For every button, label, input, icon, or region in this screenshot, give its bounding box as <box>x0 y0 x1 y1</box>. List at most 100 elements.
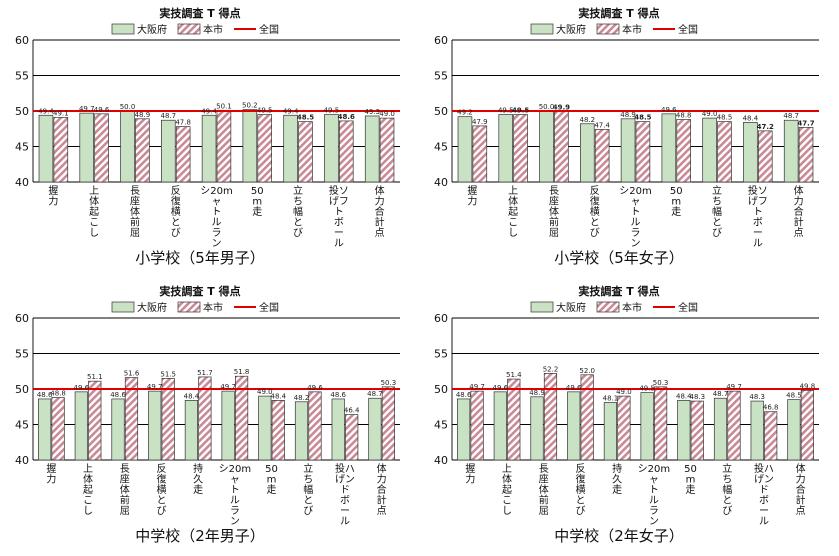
x-category-label-line: 屈 <box>130 227 140 239</box>
data-label-osaka: 48.7 <box>783 112 799 120</box>
data-label-osaka: 49.6 <box>493 384 509 392</box>
x-category-label-line: 体 <box>549 206 559 218</box>
bar-city <box>135 118 150 183</box>
data-label-osaka: 49.4 <box>38 107 54 115</box>
x-category-label-line: し <box>502 505 512 517</box>
bar-city <box>51 397 65 461</box>
x-category-label-line: び <box>156 505 166 517</box>
x-category-label-line: 合 <box>377 483 387 496</box>
bar-osaka <box>702 117 717 183</box>
x-category-label-line: 力 <box>465 473 475 486</box>
x-category-label-line: ン <box>631 239 641 249</box>
bar-osaka <box>743 122 758 183</box>
x-category-label: 握力 <box>465 462 475 486</box>
x-category-label-line: m <box>267 475 277 486</box>
x-category-label-line: シ20m <box>619 186 651 197</box>
data-label-osaka: 48.7 <box>713 390 729 398</box>
x-category-label-line: シ20m <box>219 464 251 475</box>
x-category-label-line: ト <box>334 207 344 218</box>
x-category-label-line: ン <box>212 239 222 249</box>
bar-city <box>543 373 558 461</box>
bar-city <box>727 390 741 461</box>
bar-osaka <box>580 123 595 183</box>
x-category-label-line: び <box>722 505 732 517</box>
x-category-label: 立ち幅とび <box>293 184 303 239</box>
bar-city <box>800 390 814 461</box>
x-category-label-line: ド <box>340 485 350 496</box>
y-tick-label: 45 <box>434 141 448 154</box>
x-category-label-line: m <box>686 475 696 486</box>
chart-caption: 小学校（5年女子） <box>554 249 684 267</box>
x-category-label-line: m <box>252 197 262 208</box>
x-category-label-line: 持 <box>612 462 622 475</box>
y-tick-label: 50 <box>15 383 29 396</box>
x-category-label-line: ル <box>759 517 769 527</box>
x-category-label-line: 上 <box>83 463 93 475</box>
x-category-label-line: げフ <box>329 196 349 208</box>
data-label-city: 48.6 <box>338 113 355 121</box>
x-category-label-line: m <box>671 197 681 208</box>
y-tick-label: 50 <box>434 105 448 118</box>
x-category-label-line: ラ <box>631 227 641 239</box>
bar-city <box>53 117 69 183</box>
data-label-city: 48.5 <box>297 114 314 122</box>
x-category-label: 50 m 走 <box>265 464 278 496</box>
x-category-label-line: 体 <box>794 185 804 197</box>
x-category-label-line: ー <box>759 506 769 517</box>
x-category-label-line: 体 <box>89 196 99 208</box>
x-category-label-line: 点 <box>796 505 806 517</box>
bar-osaka <box>457 116 473 183</box>
x-category-label-line: 体 <box>508 196 518 208</box>
data-label-city: 52.2 <box>543 365 559 373</box>
y-tick-label: 40 <box>434 176 448 189</box>
x-category-label: シ20m ャトルラン <box>219 464 251 526</box>
data-label-city: 49.6 <box>94 106 110 114</box>
x-category-label: 握力 <box>46 462 56 486</box>
x-category-label-line: 長 <box>120 463 130 475</box>
bar-city <box>338 120 354 183</box>
data-label-city: 49.5 <box>257 107 273 115</box>
x-category-label-line: と <box>293 217 303 229</box>
x-category-label-line: と <box>722 495 732 507</box>
x-category-label-line: 力 <box>796 473 806 486</box>
legend-label-national: 全国 <box>259 301 279 314</box>
data-label-osaka: 48.9 <box>620 111 636 119</box>
x-category-label-line: 体 <box>375 185 385 197</box>
y-tick-label: 60 <box>15 312 29 325</box>
x-category-label-line: 走 <box>267 484 277 496</box>
data-label-city: 48.4 <box>270 392 286 400</box>
data-label-city: 46.8 <box>763 404 779 412</box>
x-category-label-line: 握 <box>46 462 56 475</box>
x-category-label-line: 走 <box>193 484 203 496</box>
bar-city <box>345 414 359 461</box>
data-label-city: 47.2 <box>757 123 774 131</box>
chart-title: 実技調査 T 得点 <box>159 6 240 20</box>
bar-osaka <box>111 398 125 461</box>
x-category-label-line: 横 <box>575 483 585 496</box>
x-category-label-line: 反 <box>575 463 585 475</box>
data-label-osaka: 48.7 <box>160 112 176 120</box>
data-label-osaka: 48.7 <box>367 390 383 398</box>
y-tick-label: 45 <box>15 141 29 154</box>
x-category-label-line: 体 <box>83 474 93 486</box>
bar-city <box>235 375 249 461</box>
x-category-label-line: 反 <box>171 185 181 197</box>
data-label-city: 48.8 <box>676 112 692 120</box>
legend-swatch-city <box>177 23 201 35</box>
x-category-label-line: げン <box>335 474 355 486</box>
legend-swatch-city <box>177 301 201 313</box>
chart-caption: 中学校（2年女子） <box>554 527 684 545</box>
x-category-label-line: 体 <box>796 463 806 475</box>
bar-osaka <box>201 114 217 183</box>
x-category-label-line: 力 <box>375 195 385 208</box>
x-category-label-line: ル <box>753 239 763 249</box>
x-category-label-line: 屈 <box>120 505 130 517</box>
data-label-osaka: 49.7 <box>79 105 95 113</box>
data-label-city: 49.7 <box>726 383 742 391</box>
legend-label-osaka: 大阪府 <box>556 23 586 36</box>
y-tick-label: 55 <box>434 348 448 361</box>
data-label-city: 48.8 <box>50 390 66 398</box>
bar-osaka <box>750 400 764 461</box>
legend-label-osaka: 大阪府 <box>137 301 167 314</box>
